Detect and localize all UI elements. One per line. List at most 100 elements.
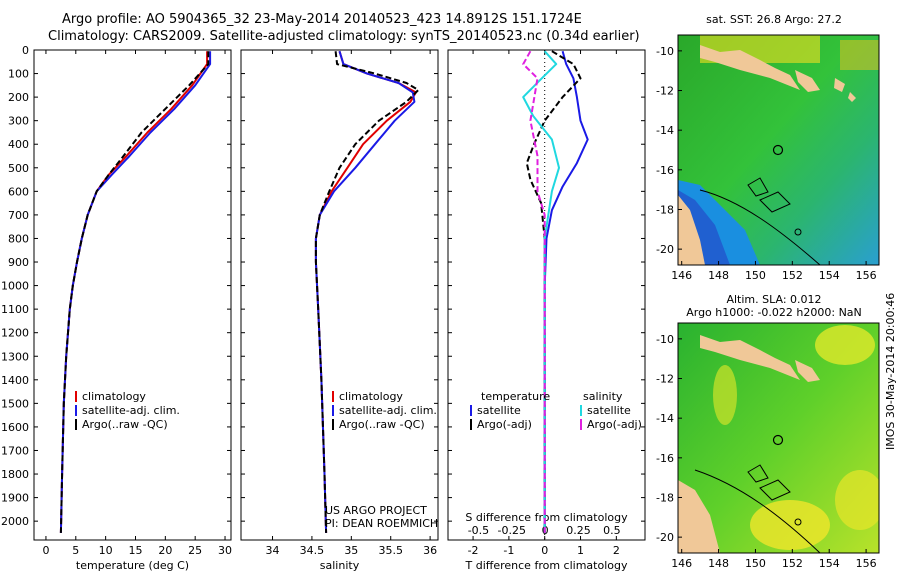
sst-map-title: sat. SST: 26.8 Argo: 27.2 xyxy=(706,13,842,26)
y-tick-label: -12 xyxy=(656,373,674,386)
y-tick-label: 600 xyxy=(8,185,29,198)
x-tick-label: -2 xyxy=(468,544,479,557)
x-tick-label: 150 xyxy=(745,269,766,282)
y-tick-label: 800 xyxy=(8,232,29,245)
y-tick-label: 1300 xyxy=(1,350,29,363)
top-tick-label: 0.25 xyxy=(566,524,591,537)
x-tick-label: 30 xyxy=(218,544,232,557)
x-tick-label: 15 xyxy=(128,544,142,557)
y-tick-label: -20 xyxy=(656,531,674,544)
x-tick-label: 36 xyxy=(423,544,437,557)
legend-entry: climatology xyxy=(82,390,146,403)
legend-entry: satellite-adj. clim. xyxy=(82,404,180,417)
x-tick-label: 146 xyxy=(671,269,692,282)
x-axis-label: salinity xyxy=(320,559,360,572)
y-tick-label: -12 xyxy=(656,85,674,98)
plot-area xyxy=(447,49,646,541)
profile-panel-salinity: 34 34.5 35 35.5 36 salinity climatologysatelli… xyxy=(240,49,439,572)
y-tick-label: 900 xyxy=(8,256,29,269)
y-tick-label: 1400 xyxy=(1,374,29,387)
x-tick-label: 0 xyxy=(42,544,49,557)
y-tick-label: 1900 xyxy=(1,492,29,505)
y-tick-label: 1700 xyxy=(1,444,29,457)
y-tick-label: -16 xyxy=(656,452,674,465)
plot-area xyxy=(240,49,439,541)
legend-entry: satellite-adj. clim. xyxy=(339,404,437,417)
y-tick-label: -18 xyxy=(656,491,674,504)
y-tick-label: 300 xyxy=(8,115,29,128)
series-argo-adj- xyxy=(522,50,546,533)
x-tick-label: 150 xyxy=(745,557,766,570)
argo-position-marker xyxy=(772,434,784,446)
x-axis-label: temperature (deg C) xyxy=(76,559,189,572)
x-tick-label: 152 xyxy=(782,557,803,570)
annotation-text: US ARGO PROJECT xyxy=(325,504,427,517)
x-tick-label: 154 xyxy=(819,557,840,570)
y-tick-label: 400 xyxy=(8,138,29,151)
plot-area xyxy=(33,49,232,541)
legend-entry: climatology xyxy=(339,390,403,403)
top-axis-label: S difference from climatology xyxy=(465,511,628,524)
x-tick-label: 10 xyxy=(99,544,113,557)
x-tick-label: 34.5 xyxy=(300,544,325,557)
legend-entry: Argo(..raw -QC) xyxy=(82,418,168,431)
x-tick-label: -1 xyxy=(503,544,514,557)
x-tick-label: 34 xyxy=(266,544,280,557)
y-tick-label: 100 xyxy=(8,68,29,81)
y-tick-label: 0 xyxy=(22,44,29,57)
legend-entry: satellite xyxy=(587,404,631,417)
figure-title-line2: Climatology: CARS2009. Satellite-adjuste… xyxy=(48,29,640,44)
y-tick-label: 1500 xyxy=(1,397,29,410)
x-tick-label: 156 xyxy=(856,557,877,570)
profile-panel-temperature: 0 5 10 15 20 25 30 temperature (deg C) 0 100 200 30… xyxy=(1,44,232,572)
sst-map: sat. SST: 26.8 Argo: 27.2 xyxy=(677,13,880,266)
x-tick-label: 1 xyxy=(577,544,584,557)
legend-title-temperature: temperature xyxy=(481,390,550,403)
profile-panel-differences: -2 -1 0 1 2 T difference from climatology -0.5… xyxy=(447,49,646,572)
top-tick-label: -0.25 xyxy=(498,524,526,537)
x-tick-label: 146 xyxy=(671,557,692,570)
legend-entry: Argo(-adj) xyxy=(477,418,532,431)
top-tick-label: -0.5 xyxy=(468,524,489,537)
x-tick-label: 25 xyxy=(188,544,202,557)
y-tick-label: 500 xyxy=(8,162,29,175)
series-satellite xyxy=(543,50,589,533)
y-tick-label: 1100 xyxy=(1,303,29,316)
x-tick-label: 0 xyxy=(541,544,548,557)
top-tick-label: 0.5 xyxy=(603,524,621,537)
series-argo-adj- xyxy=(525,50,582,533)
x-tick-label: 35 xyxy=(344,544,358,557)
x-tick-label: 2 xyxy=(613,544,620,557)
y-tick-label: -16 xyxy=(656,164,674,177)
figure-title-line1: Argo profile: AO 5904365_32 23-May-2014 … xyxy=(62,12,582,27)
y-tick-label: 2000 xyxy=(1,515,29,528)
argo-position-marker xyxy=(772,144,784,156)
series-argo-raw-qc- xyxy=(314,51,420,533)
y-tick-label: 700 xyxy=(8,209,29,222)
x-axis-label: T difference from climatology xyxy=(465,559,628,572)
x-tick-label: 148 xyxy=(708,557,729,570)
y-tick-label: 1000 xyxy=(1,280,29,293)
map-axes-map_sla: 146 148 150 152 154 156 -10 -12 -14 -16 -18 -20 xyxy=(656,333,877,570)
annotation-text: PI: DEAN ROEMMICH xyxy=(325,517,438,530)
y-tick-label: 1600 xyxy=(1,421,29,434)
series-argo-raw-qc- xyxy=(59,51,210,533)
x-tick-label: 152 xyxy=(782,269,803,282)
x-tick-label: 148 xyxy=(708,269,729,282)
y-tick-label: -14 xyxy=(656,412,674,425)
x-tick-label: 156 xyxy=(856,269,877,282)
y-tick-label: 1200 xyxy=(1,327,29,340)
map-axes-map_sst: 146 148 150 152 154 156 -10 -12 -14 -16 -18 -20 xyxy=(656,45,877,282)
sla-map-title-line2: Argo h1000: -0.022 h2000: NaN xyxy=(686,306,862,319)
y-tick-label: -14 xyxy=(656,124,674,137)
y-tick-label: 1800 xyxy=(1,468,29,481)
y-tick-label: -10 xyxy=(656,333,674,346)
x-tick-label: 5 xyxy=(72,544,79,557)
y-tick-label: -20 xyxy=(656,243,674,256)
y-tick-label: -18 xyxy=(656,203,674,216)
y-tick-label: 200 xyxy=(8,91,29,104)
y-tick-label: -10 xyxy=(656,45,674,58)
x-tick-label: 35.5 xyxy=(378,544,403,557)
legend-entry: Argo(-adj) xyxy=(587,418,642,431)
